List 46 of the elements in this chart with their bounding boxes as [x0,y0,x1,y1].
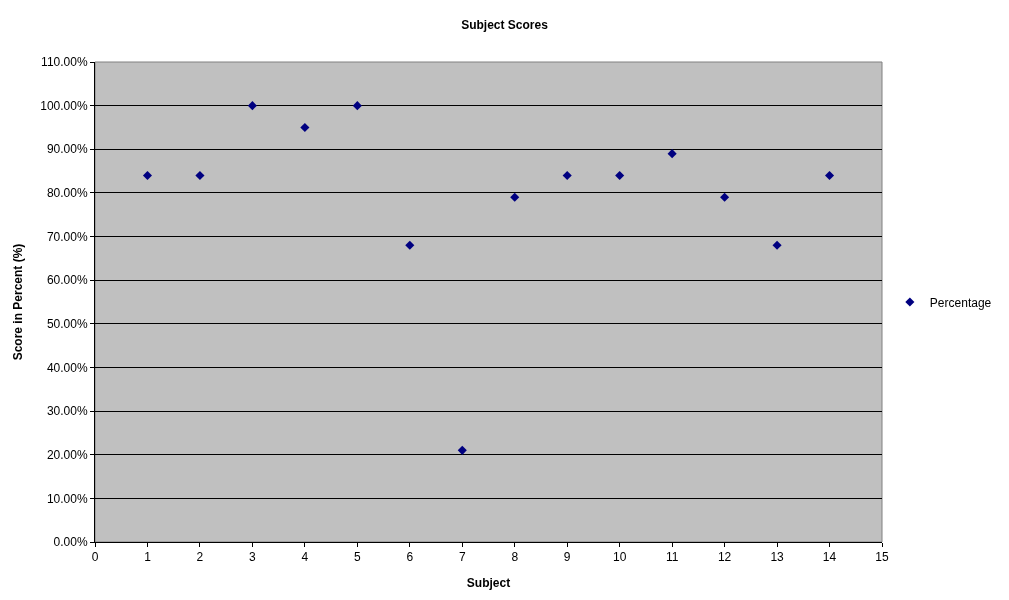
x-tick-label: 13 [770,550,785,565]
y-tick-label: 20.00% [46,447,88,462]
x-tick-label: 5 [353,550,361,565]
x-tick-label: 9 [563,550,571,565]
x-tick-label: 8 [511,550,519,565]
point [300,122,310,132]
point [615,170,625,180]
point [667,149,677,159]
point [352,101,362,111]
point [195,170,205,180]
point [142,170,153,180]
legend-label: Percentage [929,295,992,310]
y-tick-label: 70.00% [46,229,88,244]
y-tick-label: 0.00% [53,535,88,550]
chart-title: Subject Scores [461,18,549,33]
y-tick-label: 50.00% [46,317,88,332]
point [405,240,415,250]
point [772,240,782,250]
point [247,101,257,111]
x-tick-label: 15 [875,550,889,565]
x-tick-label: 10 [612,550,627,565]
y-tick-label: 60.00% [46,273,88,288]
x-tick-label: 7 [458,550,466,565]
x-tick-label: 6 [406,550,414,565]
y-tick-label: 10.00% [46,491,88,506]
point [562,170,572,180]
x-tick-label: 3 [249,550,257,565]
x-tick-label: 4 [301,550,309,565]
y-tick-label: 100.00% [40,98,88,113]
y-tick-label: 40.00% [46,360,88,375]
y-tick-label: 90.00% [46,142,88,157]
x-tick-label: 0 [91,550,99,565]
x-tick-label: 11 [665,550,679,565]
y-tick-label: 30.00% [46,404,88,419]
y-tick-label: 80.00% [46,186,88,201]
x-tick-label: 12 [717,550,732,565]
x-tick-label: 1 [144,550,152,565]
point [510,192,520,202]
y-tick-label: 110.00% [41,55,88,70]
y-axis-title: Score in Percent (%) [10,243,25,361]
point [720,192,730,202]
point [457,445,467,455]
x-tick-label: 14 [822,550,837,565]
x-axis-title: Subject [466,576,511,591]
x-tick-label: 2 [196,550,204,565]
point [824,170,835,180]
